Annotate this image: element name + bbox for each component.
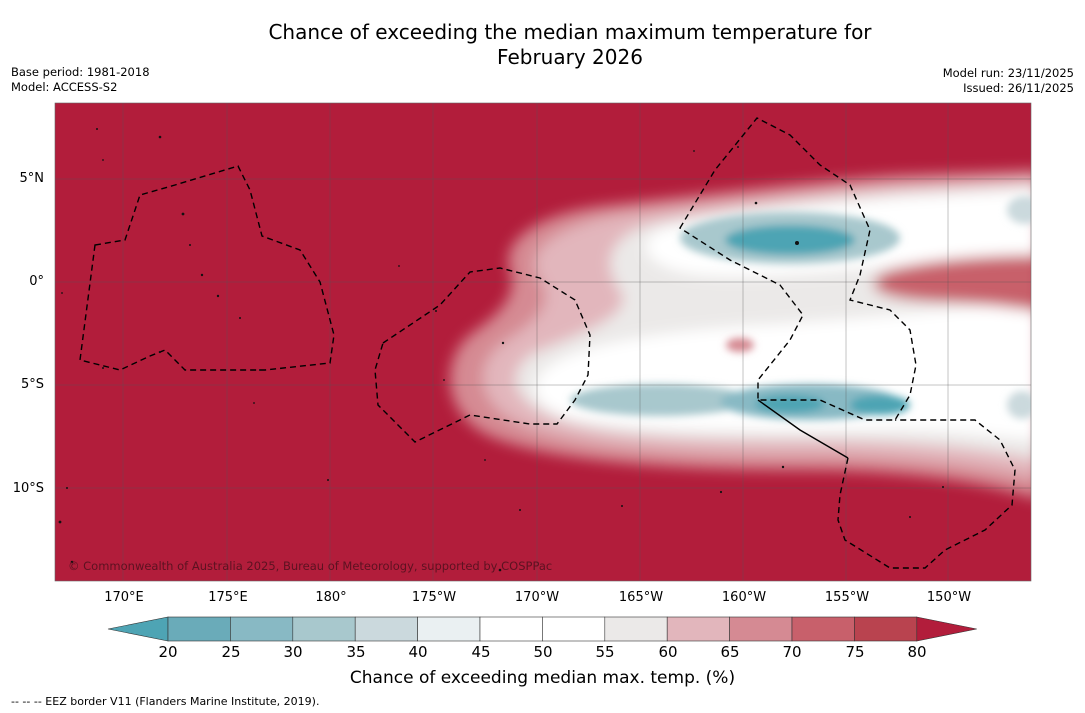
model-run: Model run: 23/11/2025 [942, 66, 1074, 80]
colorbar-segment [604, 616, 668, 642]
colorbar-segment [354, 616, 418, 642]
lat-label-0: 0° [29, 274, 44, 289]
colorbar-extend-low [107, 616, 169, 642]
warm-patch-centre [726, 338, 754, 352]
cool-core-south-west [570, 384, 750, 416]
lon-label-175w: 175°W [411, 590, 457, 605]
title-line-1: Chance of exceeding the median maximum t… [268, 20, 872, 44]
colorbar-label: Chance of exceeding median max. temp. (%… [349, 668, 736, 688]
lat-label-10s: 10°S [12, 481, 44, 496]
cool-core-south-east [850, 395, 910, 415]
eez-kiribati-line [679, 117, 917, 421]
lat-label-5n: 5°N [19, 171, 45, 186]
colorbar-segment [542, 616, 606, 642]
cb-tick-50: 50 [533, 643, 553, 661]
colorbar-segment [666, 616, 730, 642]
cb-tick-75: 75 [845, 643, 865, 661]
lon-label-160w: 160°W [721, 590, 767, 605]
cb-tick-80: 80 [907, 643, 927, 661]
colorbar-extend-high [916, 616, 977, 642]
cb-tick-35: 35 [346, 643, 366, 661]
eez-footnote: -- -- -- EEZ border V11 (Flanders Marine… [11, 695, 320, 708]
meta-left: Base period: 1981-2018 Model: ACCESS-S2 [11, 65, 150, 95]
warm-band-east [873, 255, 1031, 311]
colorbar-segment [417, 616, 481, 642]
colorbar-segment [729, 616, 793, 642]
colorbar-segment [479, 616, 543, 642]
island-dots [58, 128, 944, 572]
model-name: Model: ACCESS-S2 [11, 80, 118, 94]
cb-tick-70: 70 [782, 643, 802, 661]
lon-label-180: 180° [315, 590, 347, 605]
probability-field [450, 170, 1031, 498]
eez-tuvalu [79, 165, 335, 371]
lon-label-175e: 175°E [208, 590, 248, 605]
cool-core-south-inner [755, 395, 825, 413]
eez-french-polynesia [837, 419, 1016, 569]
cb-tick-55: 55 [595, 643, 615, 661]
title-line-2: February 2026 [497, 45, 643, 69]
map-frame [54, 102, 1032, 582]
colorbar [107, 616, 977, 642]
meta-right: Model run: 23/11/2025 Issued: 26/11/2025 [943, 66, 1074, 96]
base-period: Base period: 1981-2018 [11, 65, 150, 79]
cb-tick-60: 60 [658, 643, 678, 661]
lon-label-150w: 150°W [926, 590, 972, 605]
copyright-notice: © Commonwealth of Australia 2025, Bureau… [68, 559, 553, 573]
cb-tick-45: 45 [471, 643, 491, 661]
cb-tick-40: 40 [408, 643, 428, 661]
eez-cook-boundary [757, 399, 849, 459]
lon-label-170w: 170°W [514, 590, 560, 605]
colorbar-segment [791, 616, 855, 642]
colorbar-segment [230, 616, 294, 642]
cb-tick-30: 30 [283, 643, 303, 661]
lat-label-5s: 5°S [20, 377, 44, 392]
colorbar-segment [292, 616, 356, 642]
eez-borders [79, 117, 1016, 569]
colorbar-segment [167, 616, 231, 642]
colorbar-segment [854, 616, 918, 642]
issued-date: Issued: 26/11/2025 [963, 81, 1074, 95]
lon-label-170e: 170°E [104, 590, 144, 605]
map-title: Chance of exceeding the median maximum t… [200, 20, 940, 70]
colorbar-segments [107, 616, 977, 642]
cb-tick-20: 20 [158, 643, 178, 661]
forecast-map [54, 102, 1032, 582]
cool-patch-far-east-2 [1007, 391, 1031, 419]
lon-label-165w: 165°W [618, 590, 664, 605]
cb-tick-65: 65 [720, 643, 740, 661]
cb-tick-25: 25 [221, 643, 241, 661]
cool-patch-far-east [1007, 196, 1031, 224]
lon-label-155w: 155°W [824, 590, 870, 605]
cool-core-north-inner [725, 225, 855, 255]
